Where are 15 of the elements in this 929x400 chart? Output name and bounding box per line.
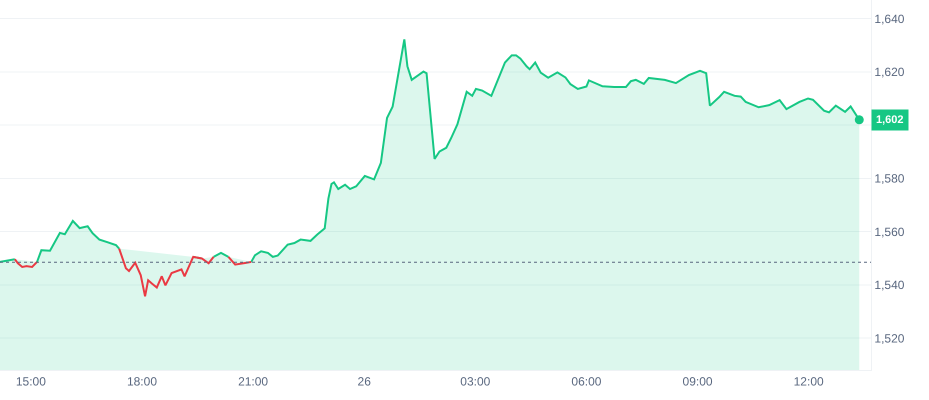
x-tick-label: 26 bbox=[358, 374, 372, 388]
y-tick-label: 1,520 bbox=[874, 331, 905, 346]
y-tick-label: 1,620 bbox=[874, 65, 905, 80]
x-tick-label: 18:00 bbox=[126, 374, 158, 388]
annotation: 1,602 bbox=[876, 114, 904, 126]
x-tick-label: 15:00 bbox=[16, 374, 46, 388]
x-tick-label: 12:00 bbox=[794, 374, 824, 388]
y-tick-label: 1,580 bbox=[874, 172, 905, 186]
x-tick-label: 03:00 bbox=[460, 374, 491, 388]
x-tick-label: 09:00 bbox=[682, 374, 713, 388]
y-tick-label: 1,540 bbox=[874, 278, 905, 292]
y-tick-label: 1,640 bbox=[874, 12, 905, 26]
x-tick-label: 21:00 bbox=[238, 374, 268, 388]
y-tick-label: 1,560 bbox=[874, 224, 905, 239]
x-tick-label: 06:00 bbox=[571, 374, 602, 388]
